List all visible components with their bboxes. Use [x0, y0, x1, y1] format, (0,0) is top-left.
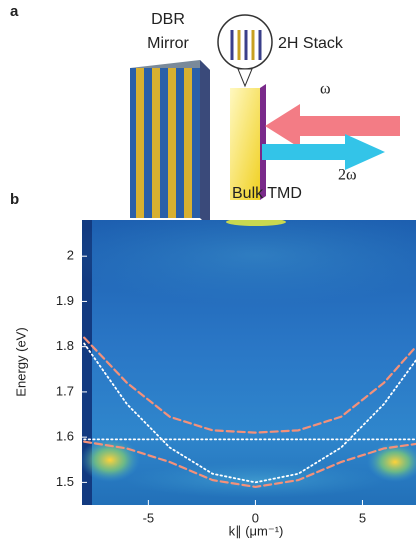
- x-tick-label: 0: [252, 510, 259, 525]
- y-tick-label: 1.9: [56, 293, 74, 308]
- stack-label: 2H Stack: [278, 35, 344, 52]
- mirror-stripe: [168, 68, 176, 218]
- omega-label: ω: [320, 81, 331, 98]
- y-tick-label: 1.5: [56, 474, 74, 489]
- panel-label: a: [10, 3, 19, 20]
- heatmap-hotspot: [226, 218, 286, 226]
- mirror-side: [200, 60, 210, 228]
- mirror-stripe: [136, 68, 144, 218]
- pump-arrow: [265, 104, 400, 148]
- y-tick-label: 2: [67, 248, 74, 263]
- inset-pointer: [238, 69, 252, 86]
- bulk-side: [260, 84, 266, 200]
- y-axis-label: Energy (eV): [13, 327, 28, 396]
- x-tick-label: -5: [143, 510, 155, 525]
- mirror-stripe: [152, 68, 160, 218]
- two-omega-label: 2ω: [338, 167, 357, 184]
- panel-label: b: [10, 191, 19, 208]
- heatmap: [56, 205, 416, 505]
- shg-arrow: [262, 134, 385, 170]
- figure: a DBR Mirror 2H Stack ω 2ω Bulk TMD b En…: [0, 0, 416, 545]
- y-tick-label: 1.6: [56, 429, 74, 444]
- mirror-stripe: [184, 68, 192, 218]
- y-tick-label: 1.7: [56, 383, 74, 398]
- x-axis-label: k∥ (μm⁻¹): [229, 523, 284, 538]
- y-tick-label: 1.8: [56, 338, 74, 353]
- mirror-label: Mirror: [147, 35, 189, 52]
- bulk-block: [230, 88, 260, 200]
- heatmap-glow: [126, 462, 386, 498]
- x-tick-label: 5: [359, 510, 366, 525]
- mirror-label: DBR: [151, 11, 185, 28]
- bulk-label: Bulk TMD: [232, 185, 302, 202]
